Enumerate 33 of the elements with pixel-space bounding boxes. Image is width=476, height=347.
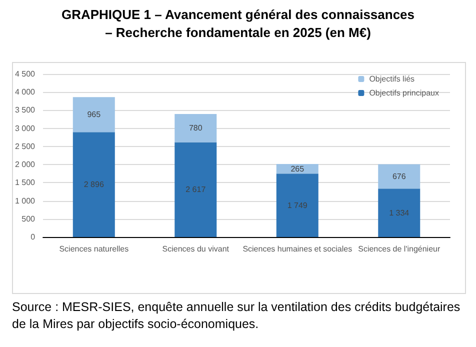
data-label: 2 617 [186,185,206,194]
bar [72,132,115,237]
y-tick-label: 4 500 [14,70,36,78]
bar [378,188,420,237]
data-label: 2 896 [84,180,104,190]
y-tick-label: 3 000 [14,124,36,133]
x-tick-label: Sciences humaines et sociales [242,244,352,254]
data-label: 965 [87,110,102,120]
y-tick-label: 0 [30,232,36,242]
bar [378,164,420,189]
bar [72,97,115,132]
data-label: 676 [392,172,406,181]
chart-title: GRAPHIQUE 1 – Avancement général des connaissances – Recherche fondamentale en 2025 (en M€) [60,6,416,42]
data-label: 1 334 [389,208,410,218]
y-tick-label: 1 000 [14,196,36,206]
y-tick-label: 500 [22,214,36,224]
y-tick-label: 2 500 [14,142,36,151]
y-tick-label: 1 500 [14,178,36,188]
y-tick-label: 2 000 [14,160,36,170]
data-label: 780 [188,124,203,133]
bar [276,174,318,237]
x-tick-label: Sciences naturelles [59,244,129,254]
bar [174,142,217,237]
data-label: 1 749 [287,200,308,210]
y-tick-label: 3 500 [14,106,36,115]
legend-label: Objectifs principaux [369,88,440,98]
legend-label: Objectifs liés [369,74,415,84]
x-tick-label: Sciences du vivant [162,244,230,254]
x-tick-label: Sciences de l'ingénieur [358,244,440,254]
data-label: 265 [290,164,305,174]
source-note: Source : MESR-SIES, enquête annuelle sur la ventilation des crédits budgétaires de la Mires par objectifs socio-économiques. [12,299,462,333]
bar [174,114,217,142]
y-tick-label: 4 000 [14,88,36,97]
